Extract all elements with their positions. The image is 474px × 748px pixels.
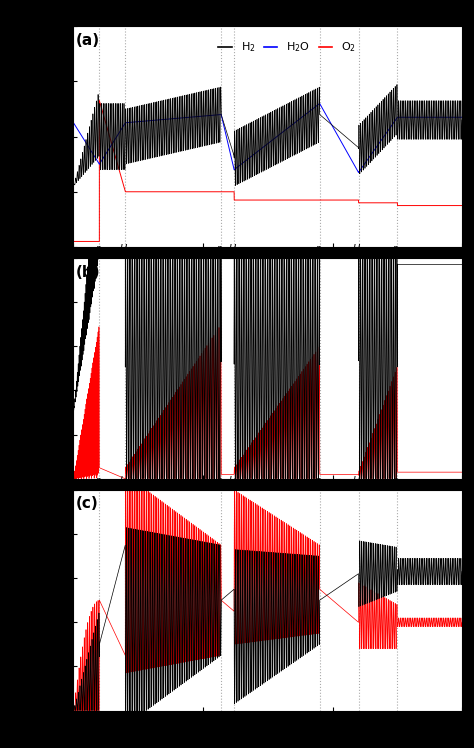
Text: $H_2$: $H_2$	[119, 473, 132, 488]
Text: $H_2$: $H_2$	[352, 242, 365, 256]
Y-axis label: Cu species (%): Cu species (%)	[31, 311, 46, 426]
Text: $r_2$: $r_2$	[217, 475, 226, 488]
Text: $r_2$: $r_2$	[217, 243, 226, 256]
Text: $r_6$: $r_6$	[392, 11, 402, 24]
Y-axis label: Pressure (mbar): Pressure (mbar)	[42, 73, 56, 200]
Text: $r_6$: $r_6$	[392, 475, 402, 488]
Legend: H$_2$, H$_2$O, O$_2$: H$_2$, H$_2$O, O$_2$	[214, 36, 361, 59]
Text: $r_6$: $r_6$	[392, 243, 402, 256]
Text: $H_2$: $H_2$	[119, 10, 132, 24]
Text: (b): (b)	[75, 265, 100, 280]
Text: $r_1$: $r_1$	[95, 243, 104, 256]
Text: $r_1$: $r_1$	[95, 11, 104, 24]
Text: $H_2$: $H_2$	[228, 473, 241, 488]
Text: $H_2$: $H_2$	[228, 242, 241, 256]
Text: $r_3$: $r_3$	[315, 11, 325, 24]
Text: $r_1$: $r_1$	[95, 475, 104, 488]
Text: $H_2$: $H_2$	[352, 473, 365, 488]
Text: $H_2$: $H_2$	[119, 242, 132, 256]
Text: $H_2$: $H_2$	[228, 10, 241, 24]
Text: $H_2$: $H_2$	[352, 10, 365, 24]
Text: (c): (c)	[75, 497, 98, 512]
Y-axis label: Ni species (%): Ni species (%)	[31, 545, 46, 656]
Text: $r_3$: $r_3$	[315, 475, 325, 488]
Text: $r_3$: $r_3$	[315, 243, 325, 256]
Text: $r_2$: $r_2$	[217, 11, 226, 24]
X-axis label: Time (min): Time (min)	[226, 731, 310, 745]
Text: (a): (a)	[75, 33, 100, 48]
